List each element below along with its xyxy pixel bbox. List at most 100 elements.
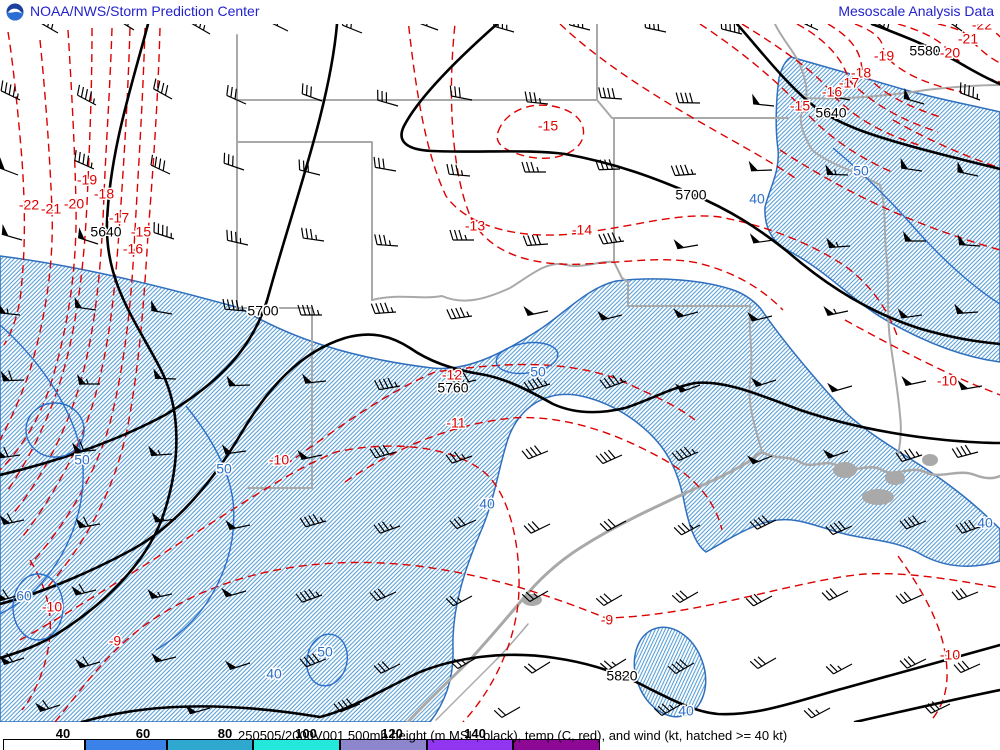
page-title: Mesoscale Analysis Data — [838, 3, 994, 19]
wind-barb-pennant — [674, 383, 687, 393]
wind-barb — [301, 454, 323, 460]
wind-barbs — [0, 8, 983, 719]
wind-barb-pennant — [297, 450, 309, 460]
wind-barb — [155, 656, 177, 663]
wind-barb — [75, 583, 97, 596]
scale-value: 140 — [464, 726, 486, 741]
wind-barb — [720, 18, 743, 35]
wind-barb-pennant — [75, 518, 87, 528]
height-contour-label: 5700 — [247, 303, 278, 319]
wind-barb — [677, 244, 699, 250]
wind-contour-label: 40 — [479, 496, 495, 512]
wind-barb — [951, 587, 979, 601]
wind-barb — [225, 450, 247, 455]
temp-contour-label: -10 — [269, 452, 289, 468]
scale-box-4 — [340, 739, 427, 750]
wind-barb — [901, 314, 923, 319]
wind-barb-pennant — [903, 88, 911, 101]
wind-barb — [599, 518, 627, 532]
temperature-contours — [0, 0, 1000, 723]
wind-barb — [189, 707, 211, 715]
wind-barb — [595, 449, 623, 465]
wind-barb — [0, 80, 21, 101]
wind-barb-pennant — [0, 370, 11, 381]
scale-value: 60 — [135, 726, 151, 741]
wind-barb — [154, 377, 177, 380]
temp-contour-label: -15 — [538, 118, 558, 134]
temp-contour-label: -9 — [601, 612, 614, 628]
temp-contour-label: -12 — [442, 367, 462, 383]
wind-barb — [903, 97, 925, 105]
wind-barb — [377, 89, 399, 107]
wind-barb — [749, 656, 777, 670]
wind-barb — [2, 370, 25, 382]
height-contour-5880 — [853, 688, 1000, 724]
wind-barb — [523, 521, 551, 534]
wind-barb — [524, 91, 549, 105]
wind-barb-pennant — [74, 296, 83, 309]
wind-barb-pennant — [752, 93, 761, 105]
wind-barb — [373, 156, 397, 172]
wind-barb — [899, 515, 927, 530]
scale-box-1 — [85, 739, 167, 750]
height-contour-label: 5820 — [606, 668, 637, 684]
scale-box-2 — [167, 739, 253, 750]
height-contour-label: 5700 — [675, 187, 706, 203]
wind-contour-label: 50 — [853, 163, 869, 179]
temp-contour-label: -20 — [940, 45, 960, 61]
mississippi-river — [772, 19, 902, 456]
wind-contour-label: 50 — [530, 364, 546, 380]
temp-contour-label: -19 — [874, 48, 894, 64]
wind-barb — [595, 159, 621, 171]
wind-barb — [449, 372, 477, 386]
wind-barb — [671, 590, 699, 604]
site-title: NOAA/NWS/Storm Prediction Center — [30, 3, 260, 19]
wind-barb — [369, 588, 397, 602]
state-borders — [236, 19, 1000, 724]
temp-contour-label: -10 — [937, 373, 957, 389]
scale-value: 100 — [295, 726, 317, 741]
temp-contour-label: -17 — [839, 75, 859, 91]
analysis-map[interactable]: 5580 5640 5640 5700 5700 5760 5820 -22 -21 -20 -1… — [0, 0, 1000, 724]
wind-barb — [951, 444, 979, 459]
wind-barb — [1, 233, 23, 241]
wind-barb — [298, 159, 321, 176]
wind-contour-label: 50 — [216, 461, 232, 477]
wind-barb — [677, 311, 699, 319]
wind-barb — [829, 92, 851, 101]
wind-barb-pennant — [523, 306, 535, 316]
wind-barb-pennant — [822, 449, 835, 459]
noaa-logo-icon[interactable] — [6, 3, 24, 21]
wind-barb — [826, 169, 849, 176]
wind-barb-pennant — [901, 376, 913, 386]
wind-barb — [828, 450, 849, 459]
wind-barb — [521, 445, 549, 460]
temp-contour-label: -10 — [940, 647, 960, 663]
wind-barb — [905, 380, 927, 386]
wind-barb — [0, 308, 21, 316]
wind-barb — [370, 302, 397, 315]
wind-barb — [449, 516, 477, 530]
temp-contour-label: -11 — [446, 415, 465, 431]
wind-barb-pennant — [957, 380, 969, 390]
wind-barb-pennant — [0, 656, 11, 665]
wind-barb — [959, 243, 981, 247]
wind-barb — [79, 656, 101, 669]
wind-barb-pennant — [77, 374, 86, 384]
wind-barb — [753, 103, 775, 107]
wind-barb-pennant — [75, 658, 87, 668]
wind-barb — [445, 451, 473, 464]
wind-barb — [39, 699, 61, 713]
wind-barb — [226, 85, 247, 105]
temp-contour-label: -20 — [64, 196, 84, 212]
wind-contour-label: 40 — [749, 191, 765, 207]
wind-barb-pennant — [151, 512, 163, 522]
wind-barb — [752, 455, 773, 465]
height-contour-5700-east — [400, 22, 1000, 346]
wind-barb — [671, 446, 699, 462]
wind-barb-pennant — [1, 224, 9, 237]
wind-speed-legend: 40 60 80 100 120 140 250505/2000V001 500mb he… — [0, 722, 1000, 750]
wind-barb — [670, 164, 697, 177]
